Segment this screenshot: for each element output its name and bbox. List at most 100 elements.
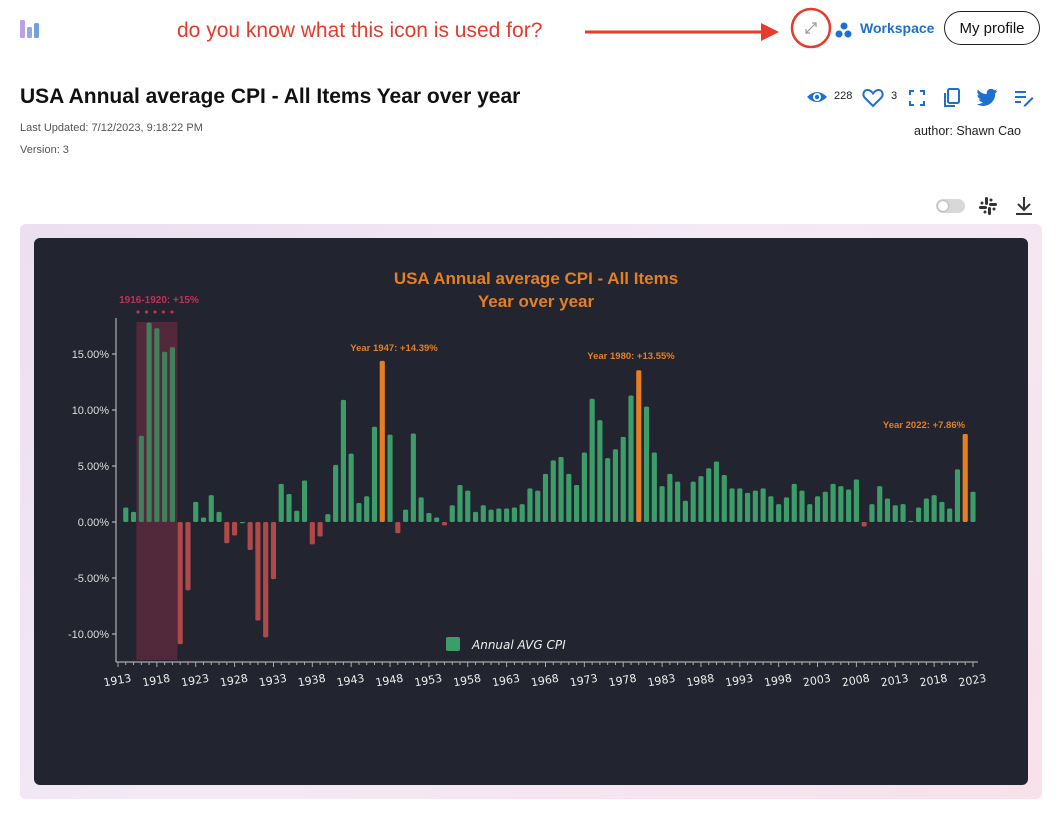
twitter-icon[interactable] — [976, 88, 999, 107]
chart-title-line1: USA Annual average CPI - All Items — [394, 269, 678, 288]
bar-1924 — [200, 517, 207, 522]
copy-icon[interactable] — [943, 88, 961, 108]
bar-1998 — [776, 504, 782, 522]
x-tick-label: 1933 — [258, 672, 288, 690]
like-count: 3 — [891, 90, 898, 102]
shade-dot — [144, 310, 149, 314]
expand-icon[interactable] — [790, 7, 832, 49]
bar-1988 — [698, 476, 704, 522]
bar-1944 — [356, 502, 362, 522]
x-axis: 1913 1918 1923 1928 1933 1938 1943 1948 1953 1958… — [102, 661, 987, 690]
bar-1996 — [760, 488, 766, 522]
y-tick-label: 10.00% — [72, 405, 110, 417]
bar-2003 — [814, 496, 821, 522]
bar-1932 — [263, 522, 269, 638]
x-tick-label: 1923 — [180, 672, 210, 690]
bar-1925 — [208, 495, 214, 522]
x-tick-label: 2023 — [957, 672, 987, 690]
app-logo[interactable] — [20, 18, 44, 40]
x-tick-label: 1953 — [413, 672, 443, 690]
bar-2008 — [853, 479, 859, 522]
bar-1955 — [441, 522, 448, 526]
page-title: USA Annual average CPI - All Items Year … — [20, 85, 521, 108]
bar-1989 — [706, 468, 712, 522]
y-tick-label: 5.00% — [78, 461, 109, 473]
bar-1917 — [146, 322, 152, 522]
shade-dot — [170, 310, 174, 314]
x-tick-label: 1928 — [219, 672, 249, 690]
bar-1993 — [737, 488, 743, 522]
bar-1994 — [745, 492, 751, 522]
bar-1937 — [301, 480, 308, 522]
heart-icon[interactable] — [862, 88, 884, 108]
view-count: 228 — [834, 90, 853, 102]
bar-1974 — [589, 398, 595, 522]
workspace-link[interactable]: Workspace — [860, 20, 935, 36]
bar-2012 — [884, 498, 891, 522]
bar-1931 — [255, 522, 261, 621]
y-tick-label: 0.00% — [78, 517, 109, 529]
x-tick-label: 2013 — [880, 672, 910, 690]
bar-1964 — [511, 507, 517, 522]
annotation-1980: Year 1980: +13.55% — [587, 351, 675, 362]
shade-dots — [136, 310, 174, 314]
annotation-1947: Year 1947: +14.39% — [350, 343, 438, 354]
bar-1962 — [496, 508, 502, 522]
x-tick-label: 1993 — [724, 672, 754, 690]
x-tick-label: 1913 — [102, 672, 132, 690]
slack-icon[interactable] — [978, 196, 998, 216]
bar-1929 — [239, 522, 245, 524]
bar-1938 — [309, 522, 315, 545]
x-tick-label: 1948 — [375, 672, 405, 690]
shade-annotation: 1916-1920: +15% — [119, 295, 199, 306]
bar-1976 — [605, 458, 611, 522]
fullscreen-icon[interactable] — [909, 90, 925, 106]
my-profile-button[interactable]: My profile — [944, 11, 1040, 45]
bar-1957 — [457, 485, 463, 522]
eye-icon[interactable] — [806, 88, 828, 106]
bar-2015 — [908, 520, 914, 523]
bar-1941 — [333, 464, 339, 522]
bar-1958 — [465, 490, 471, 522]
bar-1945 — [364, 496, 370, 522]
x-tick-label: 1998 — [763, 672, 793, 690]
bar-1918 — [154, 328, 160, 522]
chart-title-line2: Year over year — [478, 292, 595, 311]
bar-1999 — [783, 497, 790, 522]
bar-1985 — [675, 481, 681, 522]
workspace-icon[interactable] — [834, 21, 854, 39]
bar-1948 — [387, 434, 393, 522]
y-tick-label: -5.00% — [74, 573, 109, 585]
author-label: author: Shawn Cao — [914, 124, 1022, 138]
legend-label: Annual AVG CPI — [471, 638, 566, 652]
bar-2001 — [799, 490, 805, 522]
bar-1919 — [162, 351, 168, 522]
bar-1987 — [690, 481, 696, 522]
bar-2009 — [861, 522, 867, 527]
bar-1947 — [379, 360, 385, 522]
x-tick-label: 2008 — [841, 672, 871, 690]
x-tick-label: 1973 — [569, 672, 599, 690]
edit-list-icon[interactable] — [1014, 89, 1034, 107]
bar-2011 — [877, 486, 883, 522]
bar-1992 — [729, 488, 735, 522]
bar-1982 — [651, 452, 657, 522]
bar-1951 — [410, 433, 416, 522]
x-tick-label: 1943 — [336, 672, 366, 690]
bar-2007 — [846, 489, 852, 522]
bar-1961 — [488, 509, 494, 522]
bar-1984 — [667, 473, 673, 522]
bar-1934 — [278, 483, 284, 522]
annotation-2022: Year 2022: +7.86% — [883, 420, 966, 431]
bar-2017 — [923, 498, 929, 522]
bar-1969 — [550, 460, 556, 522]
bar-1959 — [472, 511, 479, 522]
bar-1950 — [403, 509, 409, 522]
version-label: Version: 3 — [20, 144, 69, 156]
bar-1923 — [193, 501, 199, 522]
bar-1926 — [216, 511, 222, 522]
bar-1979 — [628, 395, 634, 522]
bar-2010 — [869, 504, 875, 522]
bar-1970 — [558, 457, 564, 522]
download-icon[interactable] — [1014, 195, 1034, 217]
